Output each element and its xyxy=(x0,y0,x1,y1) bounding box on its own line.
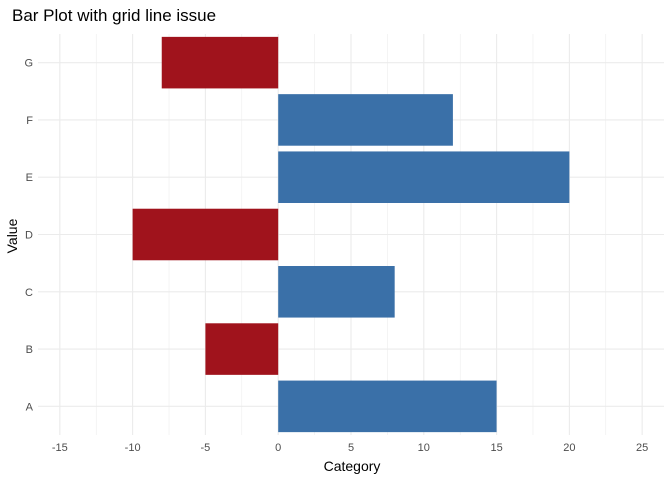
y-tick-label: A xyxy=(26,401,34,413)
bar-f xyxy=(278,94,453,146)
bar-a xyxy=(278,380,497,433)
x-tick-label: 20 xyxy=(563,442,575,454)
bar-c xyxy=(278,266,395,318)
bars xyxy=(132,36,570,433)
x-tick-label: -15 xyxy=(52,442,68,454)
x-tick-label: -5 xyxy=(201,442,211,454)
x-tick-label: 15 xyxy=(490,442,502,454)
y-tick-label: G xyxy=(24,58,33,70)
bar-b xyxy=(205,323,279,375)
chart-title: Bar Plot with grid line issue xyxy=(12,6,216,25)
y-tick-label: E xyxy=(26,172,33,184)
x-tick-label: 5 xyxy=(348,442,354,454)
x-axis-label: Category xyxy=(324,458,381,474)
x-tick-label: -10 xyxy=(125,442,141,454)
y-tick-label: B xyxy=(26,344,33,356)
bar-e xyxy=(278,151,570,203)
y-tick-labels: A B C D E F G xyxy=(24,58,33,414)
bar-g xyxy=(161,36,279,89)
x-tick-labels: -15 -10 -5 0 5 10 15 20 25 xyxy=(52,442,648,454)
y-tick-label: C xyxy=(25,287,33,299)
x-tick-label: 25 xyxy=(636,442,648,454)
y-axis-label: Value xyxy=(4,218,20,253)
y-tick-label: F xyxy=(26,115,33,127)
x-tick-label: 0 xyxy=(275,442,281,454)
y-tick-label: D xyxy=(25,230,33,242)
bar-d xyxy=(132,208,279,261)
x-tick-label: 10 xyxy=(418,442,430,454)
